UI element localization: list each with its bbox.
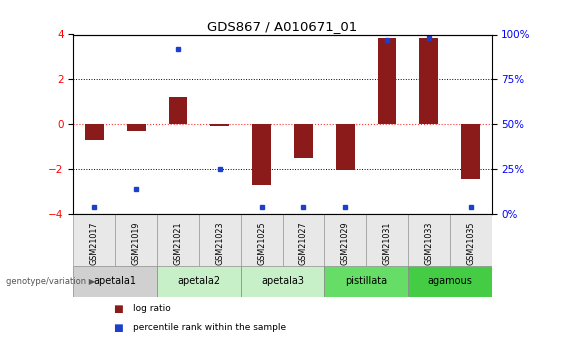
Text: pistillata: pistillata — [345, 276, 387, 286]
Bar — [199, 214, 241, 266]
Bar — [168, 97, 188, 124]
Bar — [450, 214, 492, 266]
Text: GSM21021: GSM21021 — [173, 221, 182, 265]
Text: GSM21027: GSM21027 — [299, 221, 308, 265]
Text: GSM21019: GSM21019 — [132, 221, 141, 265]
Bar — [294, 124, 313, 158]
Text: log ratio: log ratio — [133, 304, 171, 313]
Bar — [336, 124, 355, 170]
Bar — [241, 266, 324, 297]
Text: ■: ■ — [113, 323, 123, 333]
Bar — [324, 266, 408, 297]
Bar — [282, 214, 324, 266]
Bar — [115, 214, 157, 266]
Text: apetala1: apetala1 — [94, 276, 137, 286]
Bar — [408, 214, 450, 266]
Bar — [324, 214, 366, 266]
Text: GSM21023: GSM21023 — [215, 221, 224, 265]
Bar — [73, 214, 115, 266]
Bar — [157, 214, 199, 266]
Bar — [252, 124, 271, 185]
Bar — [366, 214, 408, 266]
Text: apetala2: apetala2 — [177, 276, 220, 286]
Bar — [85, 124, 104, 140]
Bar — [461, 124, 480, 179]
Text: GSM21029: GSM21029 — [341, 221, 350, 265]
Title: GDS867 / A010671_01: GDS867 / A010671_01 — [207, 20, 358, 33]
Bar — [210, 124, 229, 126]
Bar — [377, 38, 397, 124]
Text: GSM21035: GSM21035 — [466, 221, 475, 265]
Bar — [408, 266, 492, 297]
Text: agamous: agamous — [427, 276, 472, 286]
Bar — [419, 38, 438, 124]
Bar — [241, 214, 282, 266]
Text: genotype/variation ▶: genotype/variation ▶ — [6, 277, 95, 286]
Bar — [127, 124, 146, 131]
Text: GSM21025: GSM21025 — [257, 221, 266, 265]
Text: percentile rank within the sample: percentile rank within the sample — [133, 323, 286, 332]
Bar — [73, 266, 157, 297]
Bar — [157, 266, 241, 297]
Text: GSM21031: GSM21031 — [383, 221, 392, 265]
Text: ■: ■ — [113, 304, 123, 314]
Text: apetala3: apetala3 — [261, 276, 304, 286]
Text: GSM21033: GSM21033 — [424, 221, 433, 265]
Text: GSM21017: GSM21017 — [90, 221, 99, 265]
